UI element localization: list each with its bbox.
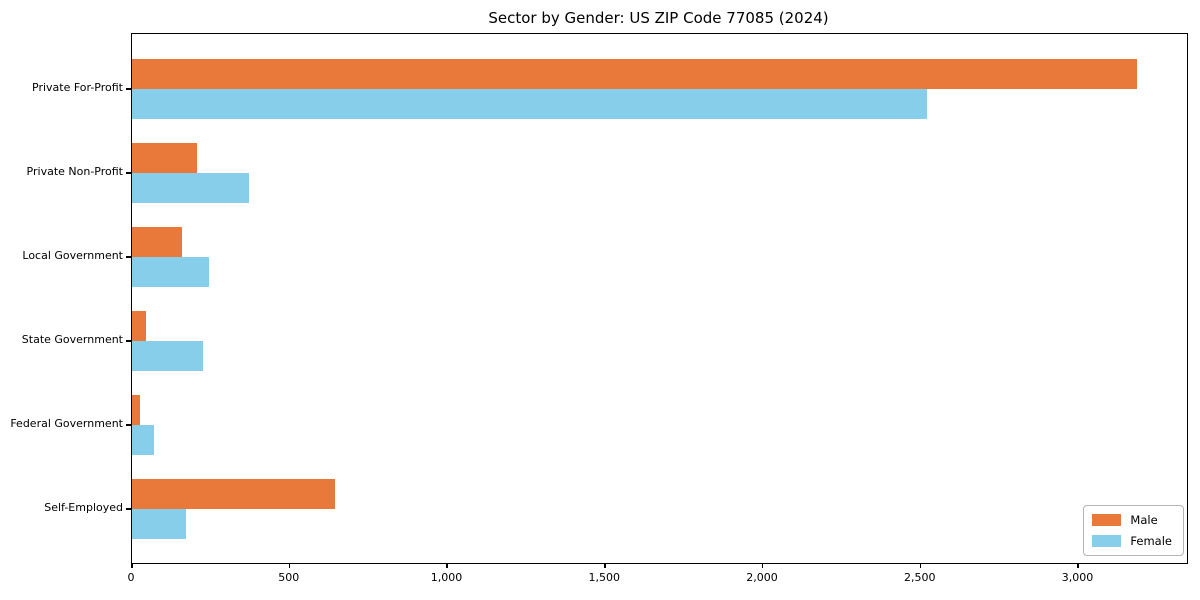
male-bar-1: [132, 143, 197, 173]
y-tick-mark: [126, 508, 131, 510]
y-tick-mark: [126, 172, 131, 174]
legend: Male Female: [1083, 505, 1184, 556]
legend-entry-male: Male: [1092, 513, 1172, 527]
female-bar-4: [132, 425, 154, 455]
female-series-swatch: [1092, 535, 1122, 547]
male-bar-0: [132, 59, 1137, 89]
x-tick-label: 0: [127, 571, 135, 584]
legend-entry-female: Female: [1092, 534, 1172, 548]
female-bar-3: [132, 341, 203, 371]
female-bar-2: [132, 257, 209, 287]
male-bar-3: [132, 311, 146, 341]
y-tick-mark: [126, 424, 131, 426]
x-tick-mark: [131, 563, 133, 568]
x-tick-mark: [919, 563, 922, 568]
category-label: State Government: [21, 333, 123, 346]
y-tick-mark: [126, 340, 131, 342]
category-label: Local Government: [22, 249, 123, 262]
y-tick-mark: [126, 256, 131, 258]
male-bar-4: [132, 395, 140, 425]
female-bar-5: [132, 509, 186, 539]
x-tick-label: 1,500: [588, 571, 620, 584]
x-tick-label: 500: [278, 571, 300, 584]
female-bar-1: [132, 173, 249, 203]
male-bar-2: [132, 227, 182, 257]
legend-label-female: Female: [1130, 534, 1172, 548]
category-label: Private For-Profit: [32, 81, 123, 94]
x-tick-mark: [761, 563, 764, 568]
y-tick-mark: [126, 88, 131, 90]
x-tick-mark: [1077, 563, 1079, 568]
x-tick-mark: [446, 563, 448, 568]
x-tick-label: 2,000: [746, 571, 778, 584]
x-tick-mark: [288, 563, 291, 568]
x-tick-mark: [604, 563, 606, 568]
chart-title: Sector by Gender: US ZIP Code 77085 (202…: [488, 9, 829, 27]
legend-label-male: Male: [1130, 513, 1158, 527]
x-tick-label: 1,000: [430, 571, 463, 584]
plot-area: Male Female: [131, 33, 1188, 564]
category-label: Self-Employed: [44, 501, 123, 514]
category-label: Private Non-Profit: [26, 165, 123, 178]
x-tick-label: 2,500: [903, 571, 936, 584]
x-tick-label: 3,000: [1061, 571, 1094, 584]
male-bar-5: [132, 479, 335, 509]
female-bar-0: [132, 89, 927, 119]
male-series-swatch: [1092, 514, 1122, 526]
category-label: Federal Government: [10, 417, 123, 430]
